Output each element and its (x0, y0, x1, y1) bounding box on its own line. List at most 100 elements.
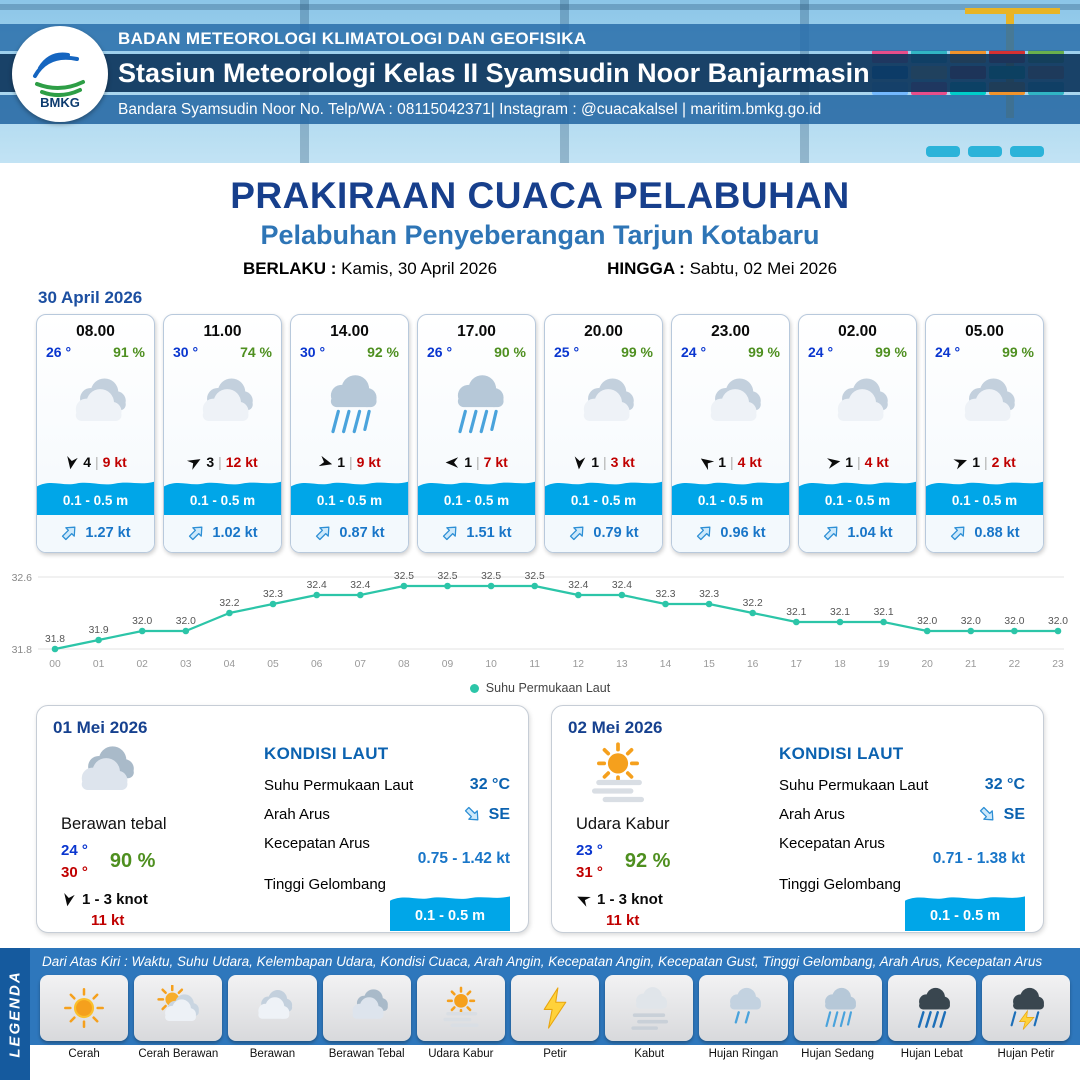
wave-height-badge: 0.1 - 0.5 m (164, 478, 281, 515)
page-title: PRAKIRAAN CUACA PELABUHAN (230, 175, 850, 216)
legend-main: Dari Atas Kiri : Waktu, Suhu Udara, Kele… (30, 948, 1080, 1080)
hourly-temp-humidity: 24 ° 99 % (926, 341, 1043, 360)
legend-icon-card (228, 975, 317, 1041)
wind-direction-icon (187, 458, 201, 470)
thick-cloud-icon (81, 746, 134, 790)
svg-text:15: 15 (703, 659, 715, 670)
svg-text:32.0: 32.0 (1004, 616, 1024, 627)
daily-temp-min: 24 ° (61, 842, 88, 859)
hourly-card-14.00: 14.00 30 ° 92 % 1 | 9 kt 0.1 - 0.5 m 0.87 kt (290, 314, 409, 553)
svg-text:31.8: 31.8 (12, 644, 33, 656)
wind-speed-kt: 4 kt (737, 454, 762, 470)
cloud-icon (202, 378, 253, 421)
wave-height-value: 0.1 - 0.5 m (37, 491, 154, 515)
wave-height-value: 0.1 - 0.5 m (291, 491, 408, 515)
cloud-icon (583, 378, 634, 421)
wave-height-value: 0.1 - 0.5 m (545, 491, 662, 515)
daily-humidity: 90 % (109, 850, 156, 873)
current-speed-value: 1.51 kt (466, 524, 512, 541)
current-dir-value: SE (978, 805, 1025, 824)
svg-text:32.3: 32.3 (655, 589, 675, 600)
daily-body: Udara Kabur 23 ° 31 ° 92 % 1 - 3 knot 11 kt KO… (568, 740, 1025, 931)
svg-text:23: 23 (1052, 659, 1064, 670)
weather-icon-udara-kabur (576, 740, 773, 813)
wind-direction-icon (701, 458, 715, 470)
divider: | (476, 454, 480, 470)
current-speed: 0.88 kt (926, 515, 1043, 552)
hourly-wind: 1 | 4 kt (672, 450, 789, 474)
svg-text:07: 07 (355, 659, 367, 670)
hourly-time: 05.00 (965, 323, 1004, 340)
current-dir-value: SE (463, 805, 510, 824)
legend-icon-card (699, 975, 788, 1041)
current-dir-label: Arah Arus (779, 806, 845, 823)
sst-label: Suhu Permukaan Laut (264, 776, 414, 794)
wave-label: Tinggi Gelombang (779, 876, 902, 893)
weather-icon-berawan (37, 360, 154, 450)
current-direction-icon (464, 806, 479, 821)
wave-icon (926, 481, 1043, 491)
weather-icon-berawan (672, 360, 789, 450)
weather-icon-hujan-sedang (291, 360, 408, 450)
current-speed-value: 1.27 kt (85, 524, 131, 541)
chart-legend: Suhu Permukaan Laut (0, 681, 1080, 695)
hourly-time: 02.00 (838, 323, 877, 340)
svg-text:18: 18 (834, 659, 846, 670)
hourly-time: 23.00 (711, 323, 750, 340)
kondisi-laut-title: KONDISI LAUT (779, 744, 904, 763)
wind-speed-ms: 4 (83, 454, 92, 470)
legend-item-label: Hujan Sedang (801, 1048, 875, 1060)
svg-text:08: 08 (398, 659, 410, 670)
wave-height-badge: 0.1 - 0.5 m (390, 893, 510, 931)
current-direction-icon (824, 526, 838, 541)
hourly-card-23.00: 23.00 24 ° 99 % 1 | 4 kt 0.1 - 0.5 m 0.96 kt (671, 314, 790, 553)
legend-icon-card (605, 975, 694, 1041)
cloud-icon (964, 378, 1015, 421)
legend-dot-icon (469, 683, 479, 693)
hourly-wind: 1 | 3 kt (545, 450, 662, 474)
hingga: HINGGA : Sabtu, 02 Mei 2026 (607, 259, 837, 279)
hourly-card-02.00: 02.00 24 ° 99 % 1 | 4 kt 0.1 - 0.5 m 1.04 kt (798, 314, 917, 553)
daily-temp-min: 23 ° (576, 842, 603, 859)
hourly-card-08.00: 08.00 26 ° 91 % 4 | 9 kt 0.1 - 0.5 m 1.27 kt (36, 314, 155, 553)
wave-height-badge: 0.1 - 0.5 m (418, 478, 535, 515)
wind-direction-icon (318, 455, 333, 466)
legend-icon-card (981, 975, 1071, 1041)
sst-label: Suhu Permukaan Laut (779, 776, 929, 794)
hourly-humidity: 74 % (240, 344, 272, 360)
daily-card-02 Mei 2026: 02 Mei 2026 Udara Kabur 23 ° 31 ° 92 % 1 - 3 … (551, 705, 1044, 933)
sst-value: 32 °C (984, 776, 1025, 793)
svg-text:31.9: 31.9 (89, 625, 109, 636)
svg-text:20: 20 (921, 659, 933, 670)
wind-direction-icon (574, 455, 586, 469)
svg-text:32.2: 32.2 (743, 598, 763, 609)
current-speed-value: 0.87 kt (339, 524, 385, 541)
port-illustration-beam (0, 4, 1080, 10)
divider: | (603, 454, 607, 470)
daily-date: 01 Mei 2026 (53, 718, 148, 737)
legend-items: Cerah Cerah Berawan Berawan Berawan Tebal Ud… (30, 972, 1080, 1080)
current-direction-icon (570, 526, 584, 541)
svg-text:14: 14 (660, 659, 672, 670)
port-illustration-seat (968, 146, 1002, 157)
daily-wind-range: 1 - 3 knot (82, 890, 148, 908)
current-speed: 0.87 kt (291, 515, 408, 552)
wind-speed-ms: 3 (206, 454, 215, 470)
haze-sun-icon (443, 986, 479, 1028)
hingga-value: Sabtu, 02 Mei 2026 (689, 259, 838, 278)
current-speed-value: 0.75 - 1.42 kt (417, 850, 510, 867)
svg-text:32.1: 32.1 (874, 607, 894, 618)
svg-text:32.6: 32.6 (12, 572, 33, 584)
svg-text:32.4: 32.4 (568, 580, 588, 591)
legend-strip: LEGENDA Dari Atas Kiri : Waktu, Suhu Uda… (0, 948, 1080, 1080)
legend-icon-card (793, 975, 882, 1041)
hourly-humidity: 90 % (494, 344, 526, 360)
wave-icon (390, 896, 510, 905)
daily-gust: 11 kt (606, 911, 640, 929)
wind-direction-icon (445, 456, 459, 468)
station-name: Stasiun Meteorologi Kelas II Syamsudin N… (118, 58, 870, 88)
hourly-temp-humidity: 26 ° 91 % (37, 341, 154, 360)
daily-temps: 23 ° 31 ° 92 % (576, 840, 773, 884)
legend-item-kabut: Kabut (605, 975, 694, 1080)
wave-icon (799, 481, 916, 491)
